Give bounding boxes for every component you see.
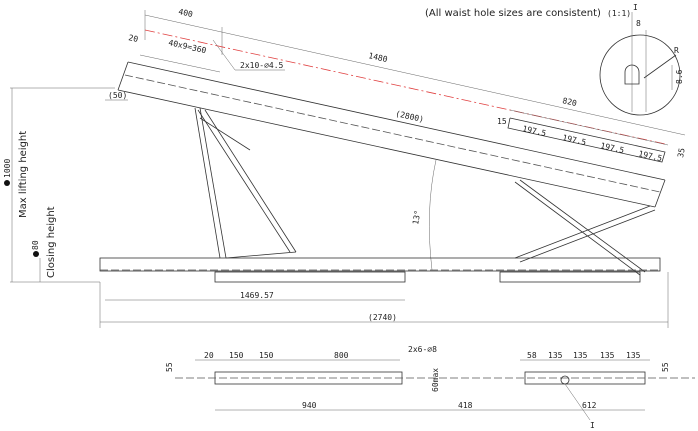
dim-text: 197.5 [522, 124, 548, 138]
dim-text: 940 [302, 401, 317, 410]
dim-text: 612 [582, 401, 597, 410]
dim-text: 135 [600, 351, 615, 360]
platform-top [127, 61, 666, 181]
detail-ref: I [590, 421, 595, 430]
strut [199, 107, 227, 259]
dim-text: 135 [626, 351, 641, 360]
dim-text: 1480 [368, 51, 389, 64]
dim-text: 55 [661, 362, 670, 372]
dim-text: 197.5 [638, 149, 664, 163]
dim-text: 135 [548, 351, 563, 360]
dim-text: 2x6-∅8 [408, 345, 437, 354]
label: Closing height [46, 206, 57, 278]
dim-text: 58 [527, 351, 537, 360]
label: Max lifting height [18, 131, 29, 218]
dim-line [139, 54, 221, 73]
dim-text: 400 [178, 7, 194, 19]
base-plate [499, 271, 641, 283]
platform-end [117, 61, 129, 91]
slot-row [507, 117, 666, 163]
dim-text: 60max [431, 368, 440, 392]
base-plate [214, 271, 406, 283]
hidden-line [124, 74, 661, 193]
angle-arc [429, 159, 437, 271]
dim-text: 40x9=360 [168, 38, 208, 55]
detail-dim: R [674, 46, 679, 55]
scissor [519, 209, 656, 263]
scissor [514, 181, 641, 276]
leader [564, 383, 591, 421]
detail-label: I [633, 3, 638, 12]
strut [225, 251, 297, 259]
dim-text: 80 [31, 240, 40, 250]
detail-circle [599, 34, 681, 116]
scissor [514, 205, 651, 259]
detail-dim: 8 [636, 19, 641, 28]
platform-bottom [117, 89, 656, 208]
dim-text: 55 [165, 362, 174, 372]
dim-text: 150 [259, 351, 274, 360]
bullet [33, 251, 39, 257]
strut [194, 107, 221, 259]
dim-text: (50) [108, 91, 127, 100]
dim-text: 820 [562, 96, 578, 108]
detail-dim: 8.6 [675, 69, 684, 84]
dim-text: 197.5 [600, 141, 626, 155]
dim-line [509, 109, 669, 146]
hole [560, 375, 570, 385]
dim-text: 418 [458, 401, 473, 410]
dim-text: 800 [334, 351, 349, 360]
scissor [519, 179, 646, 273]
dim-text: 35 [676, 147, 687, 158]
bullet [4, 180, 10, 186]
strut [197, 109, 291, 253]
center-line [144, 29, 666, 145]
detail-slot [624, 64, 640, 85]
dim-text: 1469.57 [240, 291, 274, 300]
dim-text: 1000 [3, 159, 12, 178]
dim-text: 20 [204, 351, 214, 360]
dim-text: 150 [229, 351, 244, 360]
dim-line [144, 14, 686, 136]
leader [212, 39, 236, 71]
dim-text: 2x10-∅4.5 [240, 61, 284, 70]
dim-text: 15 [497, 117, 507, 126]
note-text: (All waist hole sizes are consistent) [425, 8, 601, 19]
base-frame [99, 257, 661, 272]
dim-text: (2740) [368, 313, 397, 322]
dim-text: 20 [128, 33, 140, 44]
platform-end [654, 179, 666, 208]
strut [204, 109, 297, 253]
strut [199, 117, 251, 151]
note-scale: (1:1) [607, 9, 631, 18]
dim-text: 197.5 [562, 133, 588, 147]
dim-text: 135 [573, 351, 588, 360]
detail-leader [643, 54, 677, 79]
angle-text: 13° [411, 210, 422, 226]
